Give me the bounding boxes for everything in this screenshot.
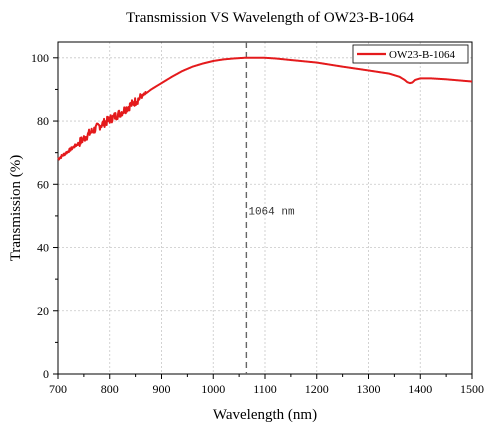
- y-tick-label: 100: [31, 51, 49, 65]
- tick-labels: 700 800 900 1000 1100 1200 1300 1400 1500 0 20 40 60…: [31, 51, 484, 396]
- series-group: [57, 56, 473, 161]
- y-tick-label: 0: [43, 367, 49, 381]
- annotations: 1064 nm: [245, 42, 295, 374]
- x-tick-label: 700: [49, 382, 67, 396]
- legend-box: [352, 44, 469, 64]
- series-line-ow23-b-1064: [57, 56, 473, 161]
- axis-ticks: [53, 57, 473, 379]
- y-axis-label: Transmission (%): [8, 155, 24, 262]
- chart-title: Transmission VS Wavelength of OW23-B-106…: [126, 10, 414, 26]
- x-tick-label: 1200: [305, 382, 329, 396]
- x-tick-label: 1100: [253, 382, 277, 396]
- x-tick-label: 1500: [460, 382, 484, 396]
- y-tick-label: 40: [37, 241, 49, 255]
- x-axis-label: Wavelength (nm): [213, 407, 317, 423]
- y-tick-label: 80: [37, 114, 49, 128]
- x-tick-label: 1300: [357, 382, 381, 396]
- y-tick-label: 20: [37, 304, 49, 318]
- x-tick-label: 1400: [408, 382, 432, 396]
- y-tick-label: 60: [37, 177, 49, 191]
- wavelength-marker-label: 1064 nm: [248, 206, 295, 218]
- x-tick-label: 800: [101, 382, 119, 396]
- x-tick-label: 1000: [201, 382, 225, 396]
- x-tick-label: 900: [153, 382, 171, 396]
- legend: OW23-B-1064: [352, 44, 469, 64]
- legend-label: OW23-B-1064: [389, 49, 455, 61]
